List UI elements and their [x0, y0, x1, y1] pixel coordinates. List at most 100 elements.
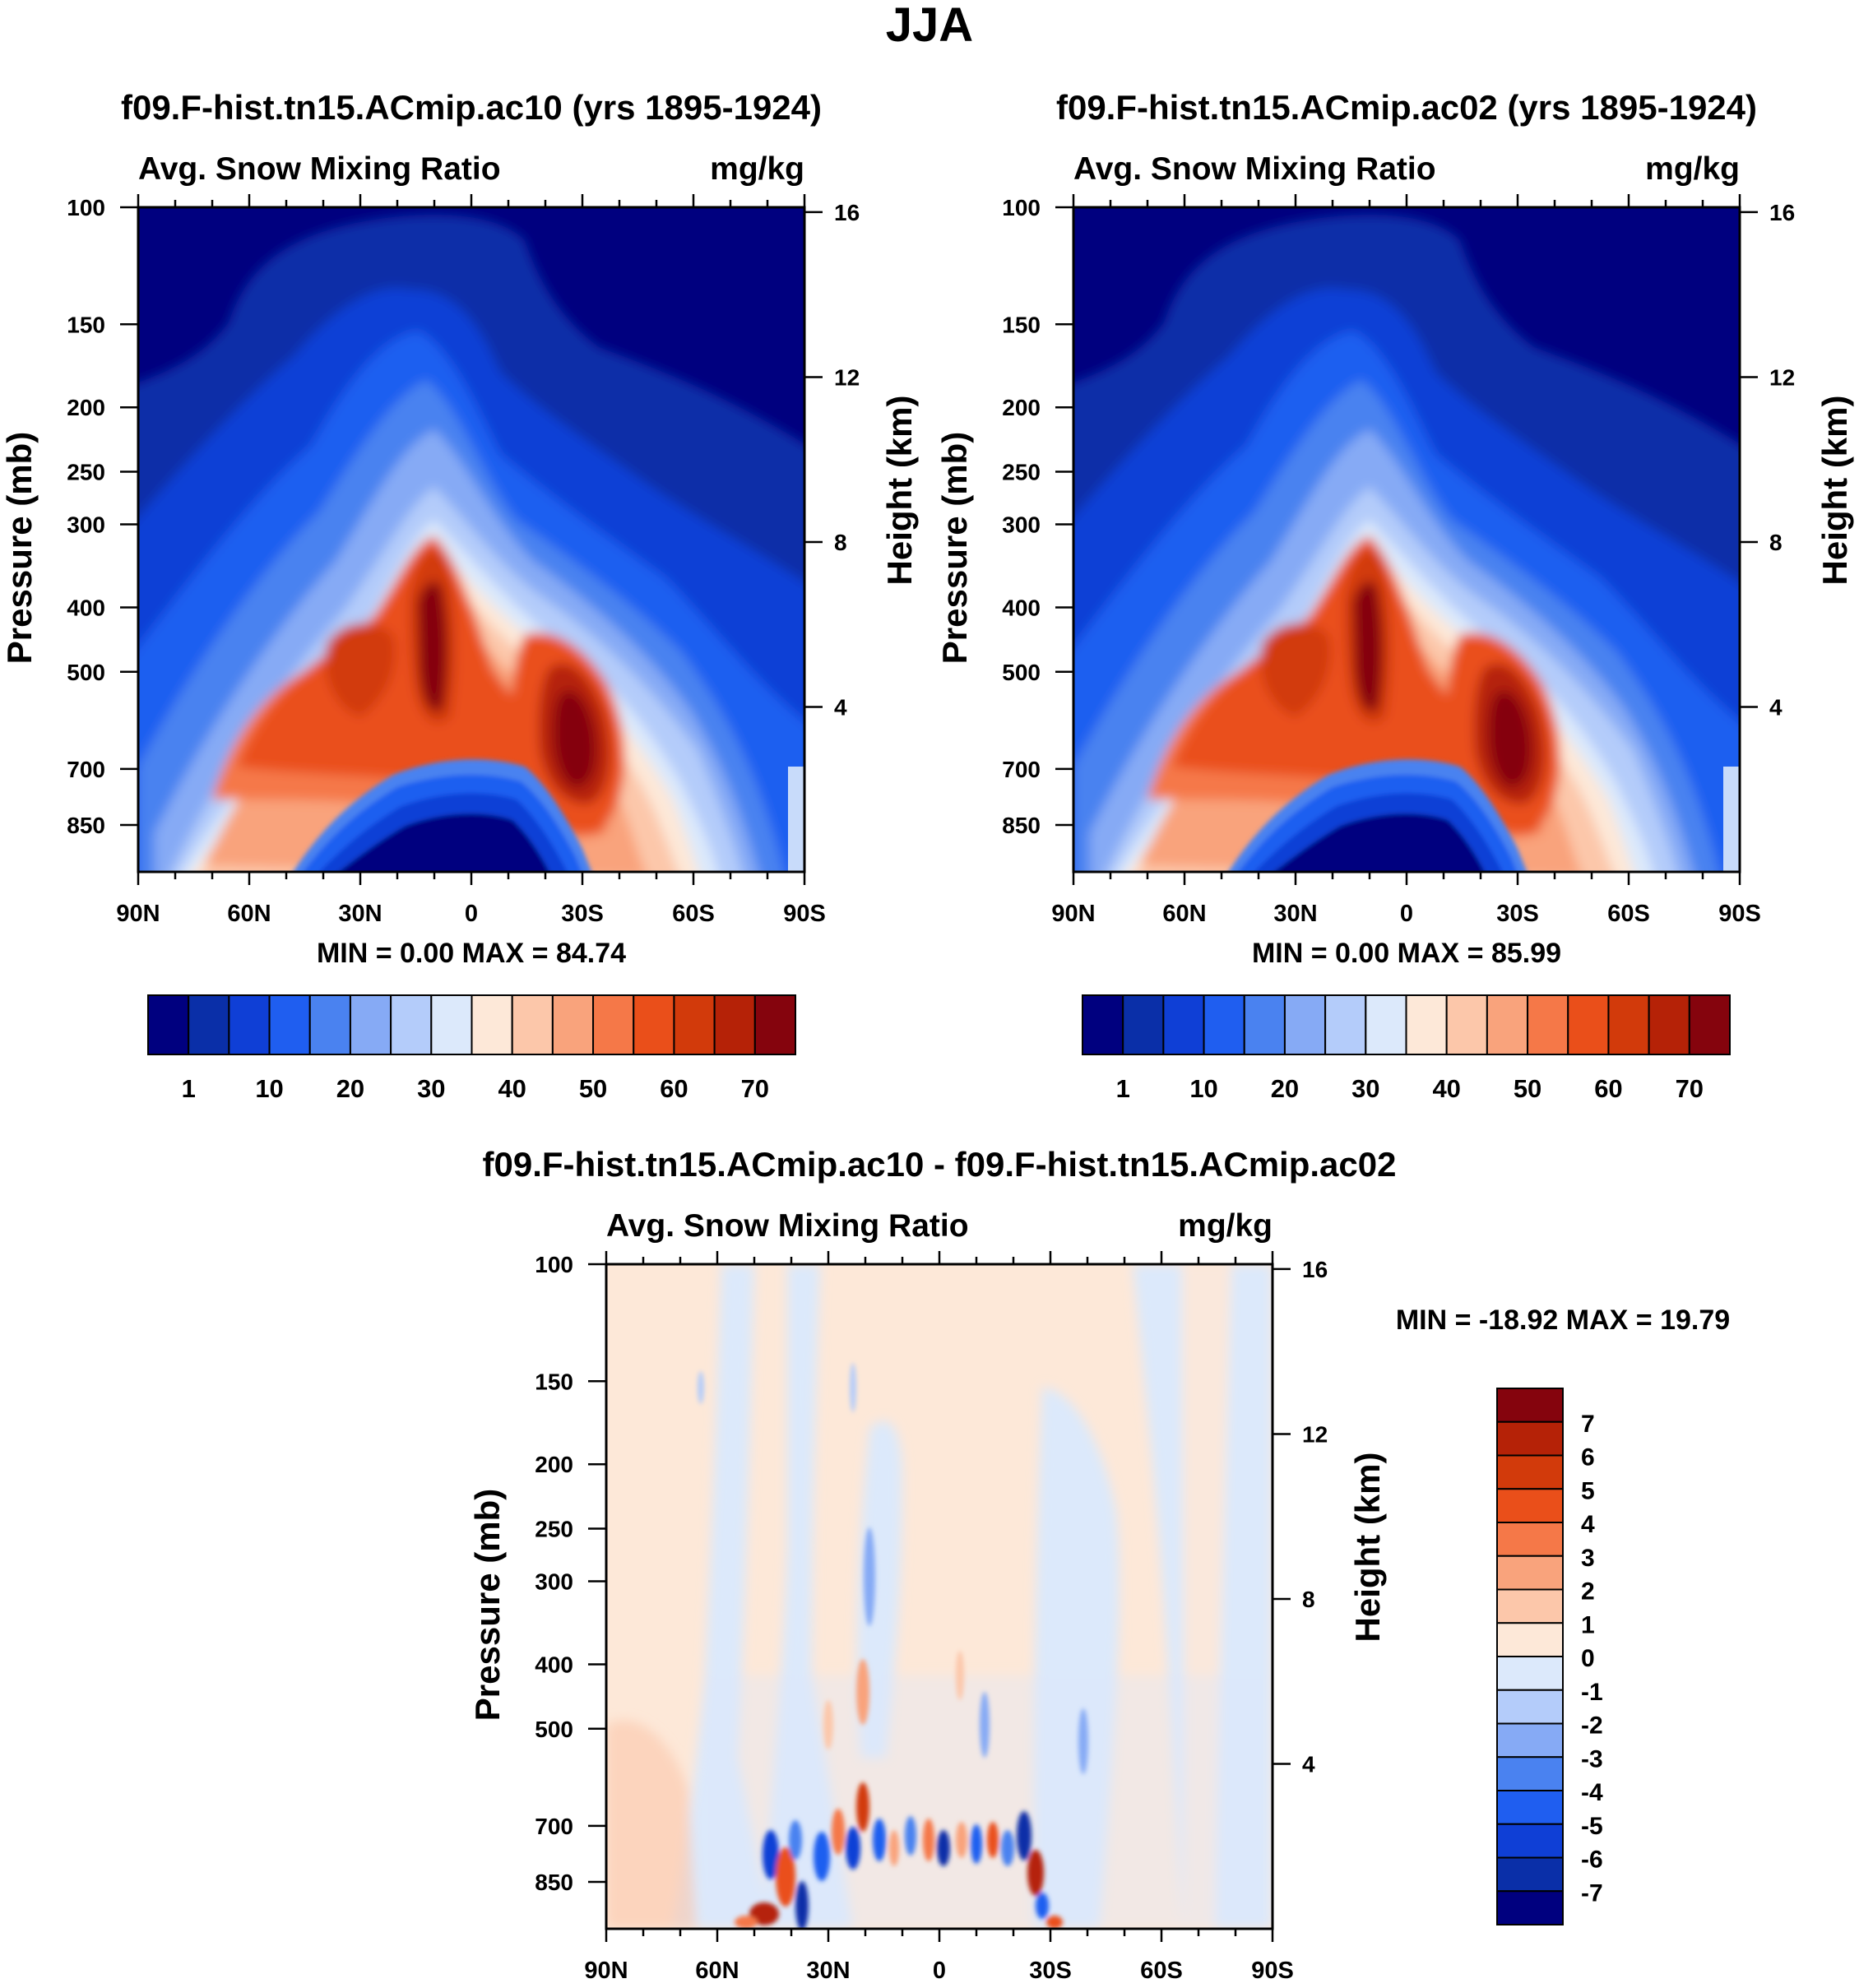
panel-bottom-colorbar-label: 4 — [1581, 1511, 1595, 1538]
panel-bottom-y-tick-label: 300 — [535, 1569, 573, 1595]
panel-bottom-colorbar-box — [1496, 1656, 1564, 1691]
panel-top-right-colorbar-box — [1607, 994, 1650, 1055]
panel-top-right-x-tick-label: 90S — [1718, 901, 1761, 927]
panel-top-left-colorbar-label: 60 — [660, 1074, 688, 1103]
panel-top-right-colorbar-label: 30 — [1351, 1074, 1379, 1103]
panel-top-left-colorbar-box — [753, 994, 796, 1055]
panel-top-left-y2-axis-title: Height (km) — [880, 396, 919, 586]
panel-top-right-y2-tick-label: 12 — [1769, 364, 1795, 390]
panel-top-right-x-tick-label: 30S — [1496, 901, 1539, 927]
panel-top-right-variable-label: Avg. Snow Mixing Ratio — [1073, 151, 1436, 187]
panel-top-left-y-tick-label: 250 — [67, 460, 105, 485]
panel-bottom-y-tick-label: 200 — [535, 1452, 573, 1477]
panel-top-right-colorbar-label: 40 — [1432, 1074, 1460, 1103]
panel-bottom-x-tick-label: 90N — [584, 1958, 628, 1984]
panel-bottom-x-tick-label: 30N — [806, 1958, 850, 1984]
panel-top-right-colorbar-box — [1122, 994, 1165, 1055]
panel-top-right-units-label: mg/kg — [1645, 151, 1740, 187]
panel-bottom-stat-max-label: MAX = — [1566, 1304, 1653, 1336]
panel-top-left-colorbar-box — [308, 994, 351, 1055]
panel-top-left-y-tick-label: 400 — [67, 595, 105, 620]
panel-bottom-stat-max: 19.79 — [1660, 1304, 1730, 1336]
panel-top-left-colorbar-box — [551, 994, 595, 1055]
top-left-contour-field — [122, 191, 821, 890]
panel-bottom-y-axis-title: Pressure (mb) — [468, 1489, 507, 1721]
panel-bottom-y2-tick-label: 16 — [1302, 1257, 1328, 1282]
panel-bottom-colorbar-box — [1496, 1420, 1564, 1457]
panel-top-left-y-tick-label: 850 — [67, 813, 105, 838]
bottom-contour-field — [590, 1248, 1289, 1947]
panel-top-right-y2-axis-title: Height (km) — [1815, 396, 1854, 586]
panel-bottom-colorbar-label: -4 — [1581, 1779, 1603, 1806]
panel-bottom-x-tick-label: 30S — [1029, 1958, 1072, 1984]
panel-top-left-colorbar-box — [430, 994, 473, 1055]
panel-bottom-colorbar-label: 0 — [1581, 1645, 1595, 1672]
panel-bottom-colorbar-label: 7 — [1581, 1411, 1595, 1438]
panel-bottom-x-tick-label: 60N — [695, 1958, 739, 1984]
panel-top-left-colorbar-box — [188, 994, 230, 1055]
panel-bottom-colorbar-box — [1496, 1756, 1564, 1791]
panel-bottom-colorbar-box — [1496, 1856, 1564, 1893]
panel-top-left-y2-tick-label: 4 — [834, 694, 847, 720]
panel-top-right-min-max: MIN = 0.00 MAX = 85.99 — [1252, 938, 1561, 969]
panel-bottom-y2-tick-label: 8 — [1302, 1587, 1315, 1612]
panel-top-right-colorbar-box — [1283, 994, 1327, 1055]
panel-top-left-colorbar-box — [390, 994, 433, 1055]
panel-bottom-y-tick-label: 850 — [535, 1870, 573, 1895]
panel-top-right-colorbar-box — [1162, 994, 1205, 1055]
panel-top-right-x-tick-label: 0 — [1400, 901, 1413, 927]
panel-top-left-y-tick-label: 700 — [67, 757, 105, 782]
panel-top-right-colorbar-box — [1567, 994, 1610, 1055]
panel-top-left-y-axis-title: Pressure (mb) — [0, 432, 39, 664]
panel-bottom-colorbar-label: -7 — [1581, 1879, 1603, 1907]
panel-top-left-min-max: MIN = 0.00 MAX = 84.74 — [317, 938, 626, 969]
panel-bottom-title: f09.F-hist.tn15.ACmip.ac10 - f09.F-hist.… — [483, 1145, 1397, 1184]
panel-bottom-colorbar-label: -3 — [1581, 1745, 1603, 1773]
panel-bottom-colorbar-box — [1496, 1890, 1564, 1925]
panel-top-left-colorbar-box — [633, 994, 675, 1055]
panel-top-left-colorbar-box — [673, 994, 716, 1055]
panel-top-right-colorbar-box — [1445, 994, 1488, 1055]
panel-top-right-colorbar-label: 70 — [1676, 1074, 1704, 1103]
panel-top-right-colorbar-box — [1365, 994, 1407, 1055]
panel-top-right-colorbar-box — [1082, 994, 1124, 1055]
panel-top-right-y2-tick-label: 8 — [1769, 530, 1783, 555]
panel-top-right-colorbar-box — [1243, 994, 1286, 1055]
panel-top-left-colorbar-label: 40 — [498, 1074, 526, 1103]
panel-bottom-stat-min: -18.92 — [1479, 1304, 1558, 1336]
panel-top-right-stat-min: 0.00 — [1335, 938, 1389, 969]
panel-top-left-colorbar-box — [592, 994, 635, 1055]
panel-bottom-colorbar-label: -2 — [1581, 1712, 1603, 1740]
panel-top-right-y-tick-label: 100 — [1002, 195, 1041, 220]
panel-top-left-colorbar-label: 70 — [741, 1074, 769, 1103]
panel-top-left-y-tick-label: 150 — [67, 312, 105, 337]
panel-bottom-colorbar-label: 6 — [1581, 1444, 1595, 1471]
panel-top-left-x-tick-label: 30N — [338, 901, 382, 927]
panel-top-right-colorbar-box — [1203, 994, 1245, 1055]
panel-top-right-colorbar-label: 20 — [1271, 1074, 1299, 1103]
panel-top-left-variable-label: Avg. Snow Mixing Ratio — [138, 151, 501, 187]
panel-top-left-colorbar-label: 10 — [255, 1074, 283, 1103]
panel-bottom-colorbar-box — [1496, 1823, 1564, 1859]
panel-top-left-colorbar-box — [471, 994, 513, 1055]
panel-bottom-colorbar-label: 3 — [1581, 1545, 1595, 1572]
panel-top-left-colorbar-label: 50 — [579, 1074, 607, 1103]
panel-top-left-x-tick-label: 60S — [672, 901, 715, 927]
panel-bottom-colorbar-label: -5 — [1581, 1813, 1603, 1840]
panel-top-right-colorbar-box — [1527, 994, 1569, 1055]
panel-top-left-colorbar-label: 30 — [417, 1074, 445, 1103]
panel-top-right-colorbar-box — [1405, 994, 1448, 1055]
panel-bottom-colorbar-label: 2 — [1581, 1578, 1595, 1606]
panel-top-right-y-tick-label: 200 — [1002, 395, 1041, 420]
panel-bottom-x-tick-label: 0 — [933, 1958, 946, 1984]
panel-top-right-colorbar-label: 50 — [1514, 1074, 1541, 1103]
panel-top-left-y2-tick-label: 12 — [834, 364, 860, 390]
panel-bottom-colorbar-box — [1496, 1522, 1564, 1557]
panel-top-left-stat-max-label: MAX = — [462, 938, 549, 969]
panel-bottom-y2-axis-title: Height (km) — [1348, 1453, 1387, 1643]
panel-top-right-y-tick-label: 250 — [1002, 460, 1041, 485]
panel-top-left-stat-min: 0.00 — [400, 938, 454, 969]
panel-top-right-y-tick-label: 850 — [1002, 813, 1041, 838]
panel-top-left-title: f09.F-hist.tn15.ACmip.ac10 (yrs 1895-192… — [121, 88, 822, 127]
